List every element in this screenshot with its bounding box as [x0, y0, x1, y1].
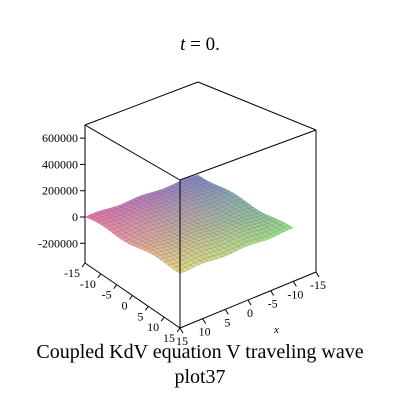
chart-title: t = 0. — [0, 34, 400, 56]
x-tick-mark — [247, 299, 252, 306]
chart-caption: Coupled KdV equation V traveling wave pl… — [0, 340, 400, 390]
box-edge — [84, 124, 181, 181]
x-tick-mark — [179, 327, 184, 334]
x-tick-label: 5 — [224, 315, 230, 329]
y-tick-mark — [81, 262, 86, 268]
z-tick-label: 400000 — [42, 157, 78, 171]
y-tick-label: 15 — [163, 331, 175, 345]
x-tick-mark — [315, 271, 320, 278]
x-tick-mark — [270, 290, 275, 296]
y-tick-mark — [129, 295, 133, 300]
surface-patch — [255, 237, 266, 243]
y-tick-mark — [144, 306, 149, 311]
title-variable: t — [180, 34, 186, 55]
z-tick-label: 200000 — [42, 184, 78, 198]
surface-mesh — [84, 174, 294, 274]
z-tick-label: -200000 — [38, 236, 78, 250]
surface-patch — [227, 248, 237, 254]
x-tick-mark — [292, 281, 297, 287]
y-tick-label: -15 — [64, 266, 80, 280]
box-edge — [197, 81, 317, 131]
y-tick-label: -5 — [102, 288, 112, 302]
box-edge — [84, 81, 199, 126]
y-tick-label: 10 — [147, 320, 159, 334]
x-tick-label: 10 — [199, 325, 211, 339]
box-back-edges — [84, 81, 317, 263]
y-tick-mark — [160, 316, 165, 322]
y-tick-label: 0 — [122, 299, 128, 313]
surface-patch — [189, 262, 200, 268]
surface-patch — [213, 254, 223, 260]
y-tick-label: -10 — [80, 277, 96, 291]
x-tick-label: -10 — [287, 287, 303, 301]
surface-patch — [208, 255, 219, 261]
surface-patch — [185, 264, 195, 270]
x-tick-label: -5 — [268, 297, 278, 311]
x-tick-mark — [202, 318, 207, 324]
caption-line-1: Coupled KdV equation V traveling wave — [36, 341, 364, 363]
surface-patch — [203, 256, 214, 262]
y-tick-mark — [97, 273, 102, 279]
title-value: = 0. — [185, 34, 220, 55]
x-tick-label: 0 — [247, 306, 253, 320]
x-tick-label: 15 — [176, 334, 188, 348]
surface-patch — [199, 258, 209, 264]
y-tick-mark — [176, 327, 181, 333]
z-axis-ticks: 600000 400000 200000 0 -200000 — [38, 131, 85, 250]
z-tick-label: 0 — [72, 210, 78, 224]
y-axis-ticks: -15-10 -5 05 10 15 — [64, 262, 181, 345]
y-tick-mark — [113, 284, 118, 289]
y-tick-label: 5 — [137, 309, 143, 323]
x-tick-mark — [224, 309, 229, 315]
z-tick-label: 600000 — [42, 131, 78, 145]
box-edge — [179, 129, 317, 181]
caption-line-2: plot37 — [174, 366, 226, 388]
x-axis-label: x — [273, 324, 279, 336]
x-tick-label: -15 — [310, 278, 326, 292]
x-axis-ticks: -15 -10 -5 0 5 10 15 — [176, 271, 326, 348]
